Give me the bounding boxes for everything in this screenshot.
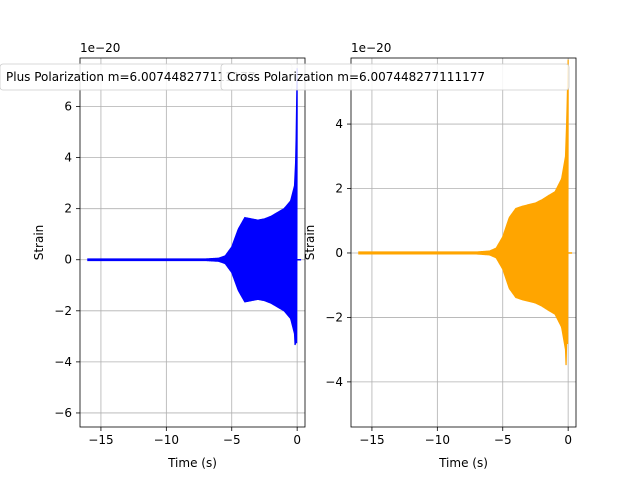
y-tick-label: 2 <box>335 182 343 196</box>
y-tick-label: −4 <box>325 375 343 389</box>
x-tick-label: −10 <box>154 433 179 447</box>
y-tick-label: 6 <box>64 100 72 114</box>
y-tick-label: −2 <box>54 304 72 318</box>
x-tick-label: −15 <box>88 433 113 447</box>
series-line-plus <box>87 68 298 346</box>
legend-label: Plus Polarization m=6.007448277111177 <box>6 70 256 84</box>
axis-offset-text: 1e−20 <box>351 41 391 55</box>
axes-frame <box>79 57 306 428</box>
legend-plus: Plus Polarization m=6.007448277111177 <box>0 63 293 91</box>
x-tick-label: −5 <box>494 433 512 447</box>
x-axis-label: Time (s) <box>167 456 217 470</box>
x-tick-label: −10 <box>425 433 450 447</box>
y-axis-label: Strain <box>303 225 317 261</box>
y-tick-label: 2 <box>64 202 72 216</box>
legend-cross: Cross Polarization m=6.007448277111177 <box>220 63 570 91</box>
cross-chart: −15 −10 −5 0 −4 −2 0 2 4 Time (s) Strain 1e−20 <box>303 41 577 470</box>
y-tick-label: −4 <box>54 355 72 369</box>
axis-offset-text: 1e−20 <box>80 41 120 55</box>
x-axis-label: Time (s) <box>438 456 488 470</box>
y-tick-label: 0 <box>335 246 343 260</box>
y-tick-label: 4 <box>64 151 72 165</box>
x-tick-label: −5 <box>223 433 241 447</box>
series-line-cross <box>358 59 569 366</box>
y-tick-label: −6 <box>54 406 72 420</box>
axes-frame <box>350 57 577 428</box>
y-tick-label: −2 <box>325 310 343 324</box>
legend-label: Cross Polarization m=6.007448277111177 <box>227 70 485 84</box>
y-axis-label: Strain <box>32 225 46 261</box>
y-tick-label: 4 <box>335 117 343 131</box>
plus-chart: −15 −10 −5 0 −6 −4 −2 0 2 4 6 Time (s) Strain 1e−20 <box>32 41 306 470</box>
legend-box <box>220 63 570 91</box>
x-tick-label: 0 <box>293 433 301 447</box>
x-tick-label: 0 <box>564 433 572 447</box>
x-tick-label: −15 <box>359 433 384 447</box>
y-tick-label: 0 <box>64 253 72 267</box>
